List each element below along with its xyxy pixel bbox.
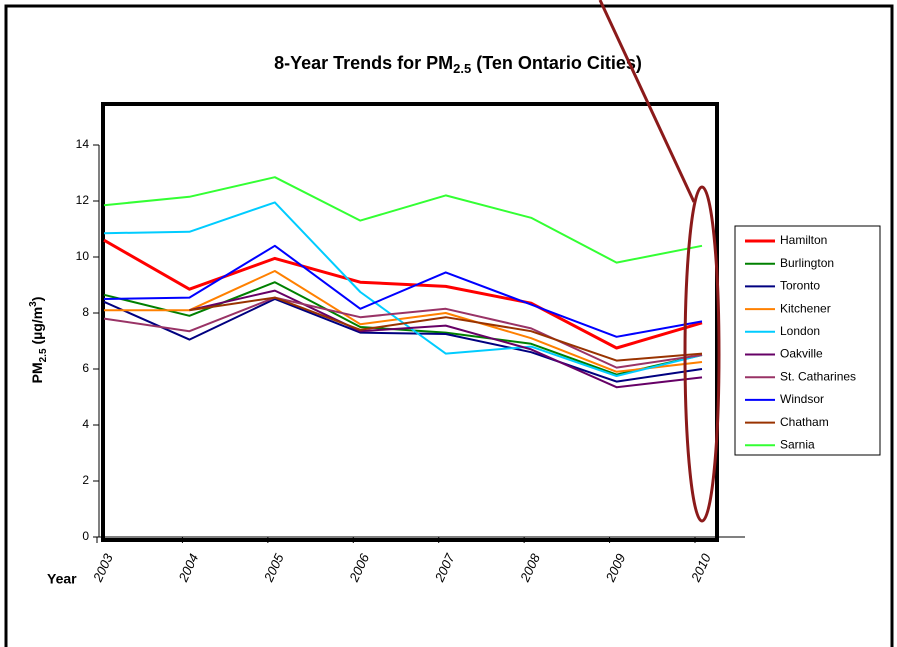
- y-tick-label: 2: [82, 473, 89, 487]
- y-tick-label: 6: [82, 361, 89, 375]
- plot-border: [101, 102, 719, 542]
- legend-label: Toronto: [780, 279, 820, 293]
- legend-label: Burlington: [780, 256, 834, 270]
- y-tick-label: 0: [82, 529, 89, 543]
- y-axis-label: PM2.5 (µg/m3): [28, 297, 49, 384]
- annotation-arrow: [598, 0, 696, 203]
- legend-label: Kitchener: [780, 301, 831, 315]
- title-subscript: 2.5: [453, 61, 471, 76]
- y-label-text: PM: [29, 362, 45, 383]
- line-series: [103, 281, 703, 376]
- legend-label: Windsor: [780, 392, 824, 406]
- annotation-ellipse: [683, 185, 721, 523]
- legend-label: Chatham: [780, 415, 829, 429]
- legend-label: St. Catharines: [780, 369, 856, 383]
- y-label-text: (µg/m: [29, 307, 45, 345]
- y-tick-label: 12: [76, 193, 90, 207]
- x-axis-label: Year: [47, 571, 77, 587]
- line-series: [189, 296, 703, 362]
- line-series: [104, 270, 703, 373]
- title-text: 8-Year Trends for PM: [274, 53, 453, 73]
- legend-label: London: [780, 324, 820, 338]
- legend-label: Hamilton: [780, 233, 827, 247]
- y-label-superscript: 3: [28, 301, 39, 307]
- title-text: (Ten Ontario Cities): [476, 53, 642, 73]
- chart-title: 8-Year Trends for PM2.5 (Ten Ontario Citi…: [274, 53, 642, 77]
- y-tick-label: 14: [76, 137, 90, 151]
- y-label-text: ): [29, 297, 45, 302]
- y-tick-label: 4: [82, 417, 89, 431]
- legend-label: Oakville: [780, 347, 823, 361]
- y-tick-label: 10: [76, 249, 90, 263]
- line-series: [103, 238, 703, 350]
- legend-label: Sarnia: [780, 437, 815, 451]
- line-series: [189, 289, 703, 389]
- line-series: [103, 296, 703, 369]
- y-tick-label: 8: [82, 305, 89, 319]
- line-series: [103, 244, 703, 338]
- line-series: [103, 176, 703, 264]
- y-label-subscript: 2.5: [38, 348, 49, 362]
- line-series: [103, 298, 703, 383]
